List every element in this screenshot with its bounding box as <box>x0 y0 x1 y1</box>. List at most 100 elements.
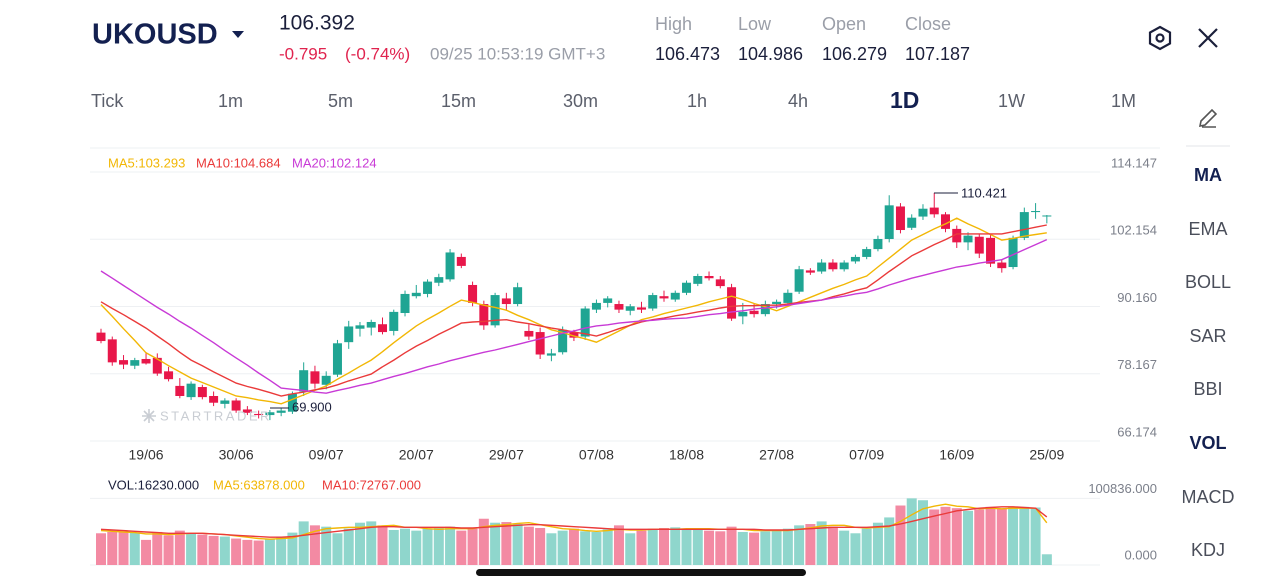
indicator-item[interactable]: VOL <box>1189 433 1226 453</box>
volume-bar <box>557 530 568 565</box>
candle-body <box>693 275 703 284</box>
candle-body <box>749 310 759 315</box>
volume-bar <box>107 531 118 565</box>
candle-body <box>614 304 624 310</box>
volume-bar <box>343 528 354 565</box>
change-percent: (-0.74%) <box>345 44 410 63</box>
volume-bar <box>985 506 996 565</box>
volume-bar <box>490 522 501 565</box>
candle-body <box>952 228 962 243</box>
volume-bar <box>895 505 906 565</box>
volume-bar <box>647 528 658 565</box>
x-tick-label: 16/09 <box>939 447 974 463</box>
volume-bar <box>861 528 872 565</box>
volume-bar <box>625 533 636 565</box>
timeframe-tab[interactable]: 1W <box>998 91 1025 111</box>
draw-tool-button[interactable] <box>1198 108 1218 128</box>
indicator-item[interactable]: MA <box>1194 165 1222 185</box>
volume-bar <box>309 525 320 565</box>
indicator-item[interactable]: BOLL <box>1185 272 1231 292</box>
volume-bar <box>129 532 140 565</box>
volume-bar <box>467 528 478 565</box>
stat-label: Open <box>822 14 866 34</box>
watermark-group: STARTRADER <box>142 408 272 423</box>
indicator-item[interactable]: MACD <box>1182 487 1235 507</box>
ma-line <box>100 224 1047 397</box>
volume-bar <box>1019 506 1030 565</box>
candle-body <box>670 292 680 300</box>
candle-body <box>1042 215 1052 217</box>
volume-bar <box>951 508 962 565</box>
stat-value: 106.279 <box>822 44 887 64</box>
candle-body <box>974 236 984 254</box>
high-marker: 110.421 <box>961 185 1007 200</box>
candle-body <box>254 413 264 416</box>
stat-value: 106.473 <box>655 44 720 64</box>
volume-bar <box>670 527 681 565</box>
legend-entry: MA5:103.293 <box>108 155 185 170</box>
candle-body <box>321 375 331 385</box>
x-tick-label: 25/09 <box>1029 447 1064 463</box>
volume-bar <box>445 526 456 565</box>
candle-body <box>591 302 601 310</box>
volume-bar <box>884 517 895 565</box>
legend-entry: MA10:72767.000 <box>322 477 421 492</box>
indicator-item[interactable]: BBI <box>1193 379 1222 399</box>
candle-body <box>636 307 646 310</box>
candle-body <box>839 262 849 270</box>
stat-value: 104.986 <box>738 44 803 64</box>
timeframe-tab[interactable]: 1h <box>687 91 707 111</box>
volume-bar <box>816 521 827 565</box>
watermark: STARTRADER <box>160 408 272 423</box>
timeframe-tab[interactable]: 1D <box>890 87 919 113</box>
candle-body <box>265 412 275 416</box>
volume-bar <box>512 524 523 565</box>
candle-body <box>220 400 230 404</box>
close-button[interactable] <box>1198 28 1218 48</box>
candle-body <box>389 311 399 331</box>
timestamp: 09/25 10:53:19 GMT+3 <box>430 44 605 63</box>
symbol[interactable]: UKOUSD <box>92 19 218 51</box>
change: -0.795 <box>279 44 327 63</box>
candle-body <box>197 387 207 398</box>
indicator-item[interactable]: EMA <box>1188 219 1227 239</box>
volume-bar <box>298 521 309 565</box>
x-tick-label: 30/06 <box>219 447 254 463</box>
candle-body <box>817 262 827 272</box>
y-tick-label: 102.154 <box>1110 223 1157 238</box>
timeframe-tab[interactable]: 5m <box>328 91 353 111</box>
candle-body <box>164 371 174 380</box>
volume-bar <box>974 509 985 565</box>
y-tick-label: 78.167 <box>1117 357 1157 372</box>
candle-body <box>727 287 737 319</box>
volume-bar <box>737 531 748 565</box>
volume-bar <box>827 526 838 565</box>
ma-line <box>100 238 1048 394</box>
settings-button[interactable] <box>1148 25 1172 51</box>
legend-entry: VOL:16230.000 <box>108 477 199 492</box>
candle-body <box>209 395 219 403</box>
indicator-item[interactable]: KDJ <box>1191 540 1225 560</box>
volume-bar <box>152 531 163 565</box>
timeframe-tab[interactable]: 4h <box>788 91 808 111</box>
timeframe-tabs: Tick 1m 5m 15m 30m 1h 4h 1D 1W 1M <box>91 87 1136 113</box>
indicator-item[interactable]: SAR <box>1189 326 1226 346</box>
indicator-menu: MA EMA BOLL SAR BBI VOL MACD KDJ <box>1182 165 1235 560</box>
x-tick-label: 20/07 <box>399 447 434 463</box>
timeframe-tab[interactable]: Tick <box>91 91 124 111</box>
candle-body <box>918 208 928 217</box>
symbol-dropdown[interactable] <box>232 31 244 38</box>
candle-body <box>96 332 106 342</box>
y-tick-label: 100836.000 <box>1088 481 1157 496</box>
volume-bar <box>839 530 850 565</box>
timeframe-tab[interactable]: 1m <box>218 91 243 111</box>
volume-bar <box>1030 507 1041 565</box>
timeframe-tab[interactable]: 30m <box>563 91 598 111</box>
volume-bar <box>523 526 534 565</box>
candle-body <box>411 292 421 297</box>
stats: High 106.473 Low 104.986 Open 106.279 Close 107… <box>655 14 970 64</box>
timeframe-tab[interactable]: 1M <box>1111 91 1136 111</box>
volume-bar <box>771 529 782 565</box>
timeframe-tab[interactable]: 15m <box>441 91 476 111</box>
candle-body <box>941 214 950 229</box>
